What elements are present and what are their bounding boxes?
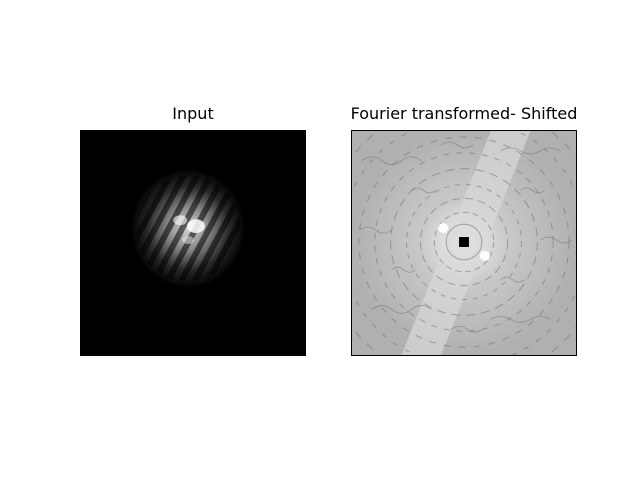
input-image — [81, 131, 305, 355]
fourier-peak — [438, 223, 449, 234]
input-bright-spot — [173, 215, 188, 226]
fourier-center-mask — [459, 237, 469, 247]
fourier-peak — [479, 250, 490, 261]
input-bright-spot — [187, 219, 205, 234]
fourier-texture — [352, 131, 576, 355]
input-bright-spot — [182, 236, 194, 244]
input-image-panel — [80, 130, 306, 356]
input-panel-title: Input — [172, 104, 214, 123]
fourier-image — [352, 131, 576, 355]
fourier-image-panel — [351, 130, 577, 356]
fourier-panel-title: Fourier transformed- Shifted — [350, 104, 578, 123]
